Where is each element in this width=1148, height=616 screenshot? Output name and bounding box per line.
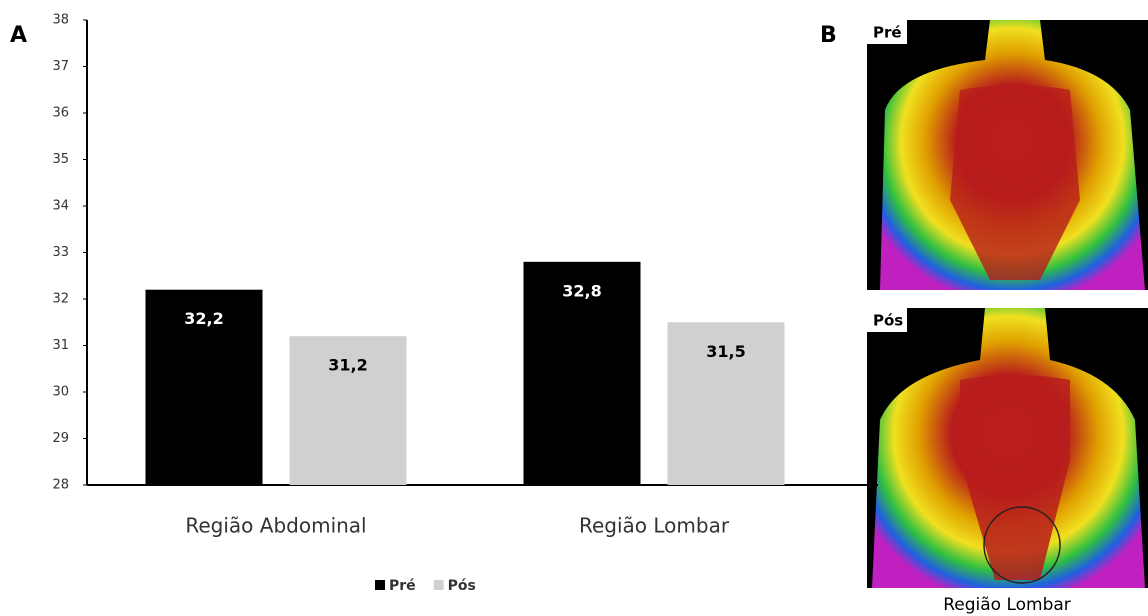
- x-tick-label: Região Lombar: [579, 514, 730, 538]
- y-tick-label: 37: [52, 59, 69, 74]
- value-label: 32,2: [184, 309, 223, 328]
- y-tick-label: 28: [52, 478, 69, 493]
- panel-label: B: [820, 23, 837, 48]
- thermal-image: Pré: [867, 20, 1148, 290]
- y-tick-label: 31: [52, 338, 69, 353]
- y-tick-label: 30: [52, 385, 69, 400]
- image-caption: Região Lombar: [943, 595, 1071, 615]
- value-label: 31,5: [706, 342, 745, 361]
- legend-label: Pré: [389, 578, 416, 594]
- y-tick-label: 36: [52, 106, 69, 121]
- panel-label: A: [10, 23, 27, 48]
- x-tick-label: Região Abdominal: [185, 514, 366, 538]
- y-tick-label: 35: [52, 152, 69, 167]
- y-tick-label: 34: [52, 199, 69, 214]
- y-tick-label: 29: [52, 431, 69, 446]
- legend-label: Pós: [448, 578, 476, 594]
- image-label: Pós: [873, 312, 903, 330]
- value-label: 31,2: [328, 356, 367, 375]
- value-label: 32,8: [562, 281, 601, 300]
- y-tick-label: 33: [52, 245, 69, 260]
- thermal-image: Pós: [867, 308, 1148, 588]
- y-tick-label: 32: [52, 292, 69, 307]
- y-tick-label: 38: [52, 13, 69, 28]
- legend-swatch: [434, 580, 444, 590]
- image-label: Pré: [873, 24, 902, 42]
- legend-swatch: [375, 580, 385, 590]
- figure: A B Pré Pós Região Lombar 28 29 30 31 32 33 34…: [0, 0, 1148, 616]
